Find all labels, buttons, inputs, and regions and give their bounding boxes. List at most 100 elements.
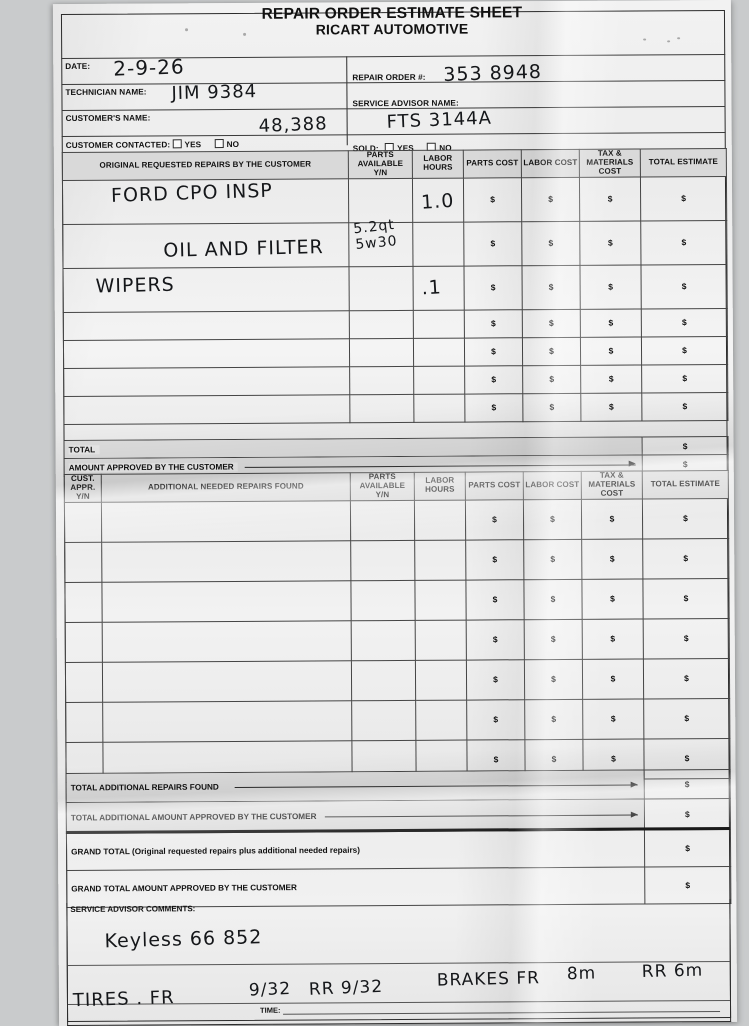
cell-add-parts-available[interactable] [351, 700, 416, 741]
grand-total-value[interactable]: $ [644, 829, 731, 867]
cell-parts-available[interactable] [349, 394, 414, 423]
cell-labor-cost[interactable]: $ [521, 265, 581, 310]
table-row[interactable]: $ $ $ $ [63, 336, 728, 369]
cell-labor-hours[interactable] [413, 365, 465, 395]
cell-additional-repair-description[interactable] [102, 620, 352, 663]
cell-add-labor-hours[interactable] [415, 659, 467, 701]
cell-tax-materials-cost[interactable]: $ [579, 176, 641, 222]
cell-add-total-estimate[interactable]: $ [642, 498, 729, 539]
cell-parts-cost[interactable]: $ [463, 221, 522, 266]
cell-add-parts-available[interactable] [351, 620, 416, 661]
table-row[interactable]: $ $ $ $ [64, 538, 729, 583]
cell-labor-cost[interactable]: $ [522, 337, 581, 366]
cell-parts-available[interactable] [349, 310, 414, 339]
cell-total-estimate[interactable]: $ [640, 220, 727, 265]
cell-add-labor-hours[interactable] [414, 499, 466, 541]
cell-tax-materials-cost[interactable]: $ [579, 264, 642, 310]
cell-additional-repair-description[interactable] [101, 500, 351, 543]
cell-labor-hours[interactable]: 1.0 [412, 177, 464, 223]
cell-add-labor-cost[interactable]: $ [523, 579, 583, 620]
cell-parts-available[interactable] [348, 266, 414, 311]
cell-labor-cost[interactable]: $ [522, 393, 581, 422]
cell-add-tax-materials-cost[interactable]: $ [581, 578, 644, 620]
cell-add-parts-cost[interactable]: $ [465, 579, 525, 620]
cell-add-parts-cost[interactable]: $ [466, 619, 525, 660]
cell-add-total-estimate[interactable]: $ [642, 538, 729, 579]
table-row[interactable]: $ $ $ $ [65, 618, 730, 663]
table-row[interactable]: $ $ $ $ [64, 498, 729, 543]
cell-repair-description[interactable] [63, 394, 350, 425]
cell-labor-hours[interactable] [413, 337, 465, 367]
cell-parts-available[interactable] [349, 366, 414, 395]
cell-labor-cost[interactable]: $ [522, 309, 581, 338]
original-total-value[interactable]: $ [642, 436, 729, 455]
cell-additional-repair-description[interactable] [102, 700, 352, 743]
table-row[interactable]: WIPERS .1 $ $ $ $ [62, 264, 728, 313]
cell-add-parts-cost[interactable]: $ [465, 539, 524, 580]
cell-labor-hours[interactable] [413, 393, 465, 423]
cell-add-labor-cost[interactable]: $ [523, 499, 582, 540]
cell-total-estimate[interactable]: $ [640, 264, 728, 309]
cell-add-total-estimate[interactable]: $ [643, 698, 730, 739]
table-row[interactable]: $ $ $ $ [63, 392, 728, 425]
cell-add-total-estimate[interactable]: $ [643, 658, 730, 699]
cell-add-tax-materials-cost[interactable]: $ [582, 698, 644, 740]
cell-add-total-estimate[interactable]: $ [642, 578, 730, 619]
cell-add-labor-hours[interactable] [414, 579, 467, 621]
cell-cust-appr[interactable] [65, 662, 103, 703]
cell-tax-materials-cost[interactable]: $ [580, 364, 642, 394]
table-row[interactable]: $ $ $ $ [65, 658, 730, 703]
table-row[interactable]: OIL AND FILTER 5.2qt 5w30 $ $ $ $ [62, 217, 727, 269]
cell-add-total-estimate[interactable]: $ [643, 618, 730, 659]
cell-total-estimate[interactable]: $ [641, 364, 728, 393]
table-row[interactable]: $ $ $ $ [65, 698, 730, 743]
cell-labor-cost[interactable]: $ [521, 177, 580, 222]
cell-cust-appr[interactable] [65, 702, 103, 743]
cell-parts-cost[interactable]: $ [463, 265, 523, 310]
cell-tax-materials-cost[interactable]: $ [580, 308, 642, 338]
cell-add-labor-cost[interactable]: $ [524, 699, 583, 740]
cell-cust-appr[interactable] [64, 582, 103, 623]
cell-add-labor-cost[interactable]: $ [524, 659, 583, 700]
cell-repair-description[interactable]: FORD CPO INSP [62, 178, 349, 225]
cell-add-labor-hours[interactable] [415, 619, 467, 661]
cell-parts-available[interactable] [348, 178, 413, 223]
customer-contacted-yes-checkbox[interactable] [172, 139, 182, 149]
cell-tax-materials-cost[interactable]: $ [579, 220, 641, 266]
cell-add-parts-available[interactable] [350, 500, 415, 541]
customer-contacted-no-checkbox[interactable] [214, 139, 224, 149]
cell-add-labor-hours[interactable] [414, 539, 466, 581]
cell-total-estimate[interactable]: $ [640, 176, 727, 221]
cell-parts-available[interactable] [349, 338, 414, 367]
cell-tax-materials-cost[interactable]: $ [580, 392, 642, 422]
total-additional-found-value[interactable]: $ [644, 769, 731, 799]
cell-labor-hours[interactable] [413, 309, 465, 339]
cell-parts-cost[interactable]: $ [464, 309, 523, 338]
cell-parts-cost[interactable]: $ [464, 393, 523, 422]
cell-labor-hours[interactable] [412, 221, 464, 267]
cell-parts-available[interactable]: 5.2qt 5w30 [348, 217, 413, 267]
cell-add-tax-materials-cost[interactable]: $ [581, 498, 643, 540]
cell-labor-cost[interactable]: $ [521, 221, 580, 266]
cell-repair-description[interactable] [63, 338, 350, 369]
cell-add-parts-cost[interactable]: $ [466, 659, 525, 700]
cell-add-parts-cost[interactable]: $ [465, 499, 524, 540]
cell-add-parts-cost[interactable]: $ [466, 699, 525, 740]
cell-additional-repair-description[interactable] [101, 580, 352, 623]
total-additional-approved-value[interactable]: $ [644, 798, 731, 830]
table-row[interactable]: $ $ $ $ [64, 578, 730, 623]
cell-add-parts-available[interactable] [351, 660, 416, 701]
cell-repair-description[interactable]: WIPERS [62, 266, 350, 313]
cell-add-labor-hours[interactable] [415, 699, 467, 741]
cell-add-parts-available[interactable] [350, 580, 416, 621]
cell-repair-description[interactable] [63, 310, 350, 341]
cell-labor-hours[interactable]: .1 [412, 265, 465, 311]
cell-add-tax-materials-cost[interactable]: $ [582, 658, 644, 700]
cell-total-estimate[interactable]: $ [641, 336, 728, 365]
cell-parts-cost[interactable]: $ [464, 365, 523, 394]
cell-add-labor-cost[interactable]: $ [523, 539, 582, 580]
cell-add-labor-cost[interactable]: $ [524, 619, 583, 660]
cell-tax-materials-cost[interactable]: $ [580, 336, 642, 366]
cell-cust-appr[interactable] [64, 542, 102, 583]
cell-cust-appr[interactable] [64, 502, 102, 543]
